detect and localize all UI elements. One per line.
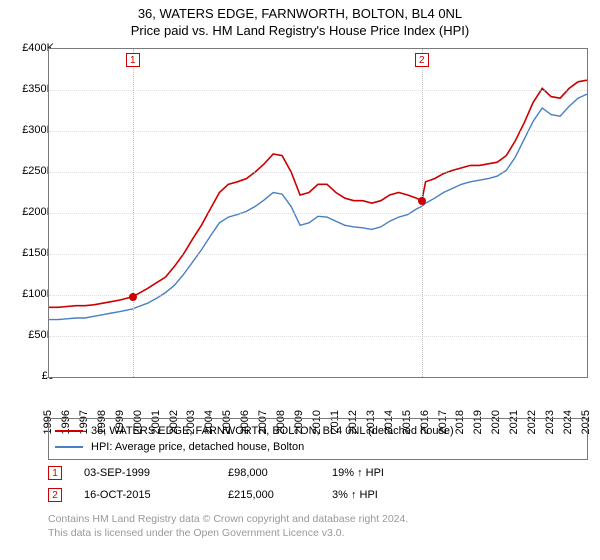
sale-marker-box: 1	[126, 53, 140, 67]
legend-text: HPI: Average price, detached house, Bolt…	[91, 441, 304, 453]
gridline	[49, 213, 587, 214]
legend-swatch	[55, 430, 83, 432]
chart-container: 36, WATERS EDGE, FARNWORTH, BOLTON, BL4 …	[0, 0, 600, 560]
sale-dot	[418, 197, 426, 205]
legend-text: 36, WATERS EDGE, FARNWORTH, BOLTON, BL4 …	[91, 425, 454, 437]
sale-diff: 3% ↑ HPI	[332, 489, 452, 501]
gridline	[49, 254, 587, 255]
legend-swatch	[55, 446, 83, 448]
legend-row: HPI: Average price, detached house, Bolt…	[55, 439, 581, 455]
sale-date: 16-OCT-2015	[84, 489, 224, 501]
footer: Contains HM Land Registry data © Crown c…	[48, 512, 588, 540]
sales-row: 2 16-OCT-2015 £215,000 3% ↑ HPI	[48, 484, 588, 506]
sale-price: £215,000	[228, 489, 328, 501]
title-block: 36, WATERS EDGE, FARNWORTH, BOLTON, BL4 …	[0, 0, 600, 38]
series-price_paid	[49, 80, 587, 307]
sale-diff: 19% ↑ HPI	[332, 467, 452, 479]
sales-table: 1 03-SEP-1999 £98,000 19% ↑ HPI 2 16-OCT-2015…	[48, 462, 588, 506]
title-subtitle: Price paid vs. HM Land Registry's House …	[0, 23, 600, 38]
sale-vline	[133, 49, 134, 377]
gridline	[49, 172, 587, 173]
sale-dot	[129, 293, 137, 301]
title-address: 36, WATERS EDGE, FARNWORTH, BOLTON, BL4 …	[0, 6, 600, 21]
footer-line2: This data is licensed under the Open Gov…	[48, 526, 588, 540]
gridline	[49, 90, 587, 91]
sale-price: £98,000	[228, 467, 328, 479]
legend: 36, WATERS EDGE, FARNWORTH, BOLTON, BL4 …	[48, 418, 588, 460]
sale-number-box: 2	[48, 488, 62, 502]
sale-date: 03-SEP-1999	[84, 467, 224, 479]
gridline	[49, 336, 587, 337]
chart-area: 12	[48, 48, 588, 378]
sale-number-box: 1	[48, 466, 62, 480]
sale-vline	[422, 49, 423, 377]
footer-line1: Contains HM Land Registry data © Crown c…	[48, 512, 588, 526]
sales-row: 1 03-SEP-1999 £98,000 19% ↑ HPI	[48, 462, 588, 484]
gridline	[49, 131, 587, 132]
series-hpi	[49, 94, 587, 320]
legend-row: 36, WATERS EDGE, FARNWORTH, BOLTON, BL4 …	[55, 423, 581, 439]
sale-marker-box: 2	[415, 53, 429, 67]
